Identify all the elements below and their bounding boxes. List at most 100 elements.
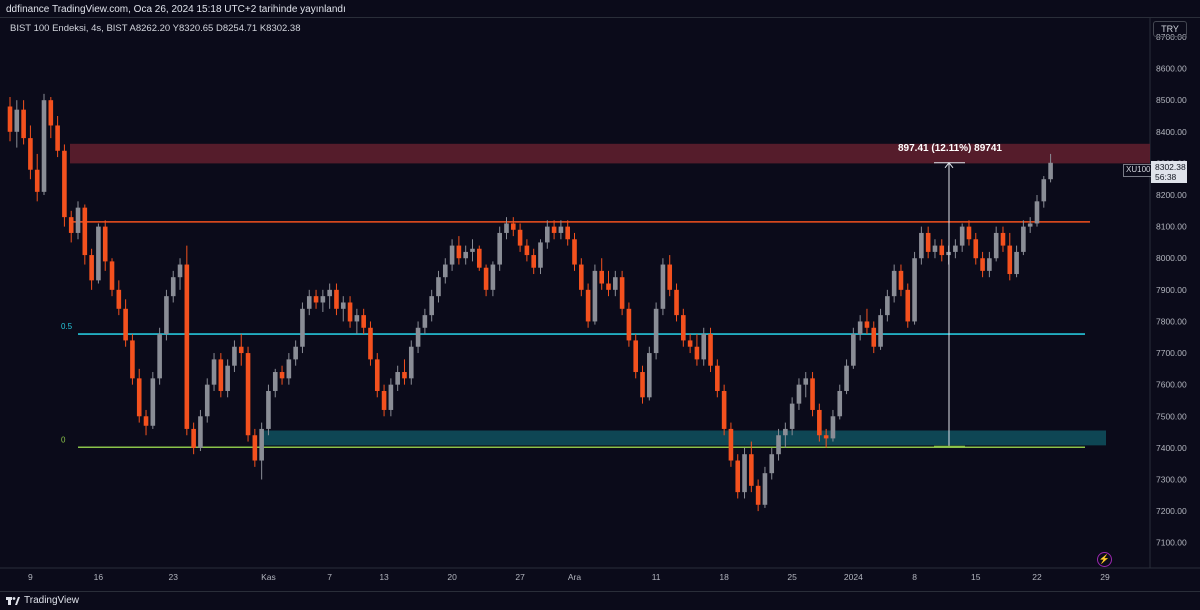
time-tick-label: 22 [1032, 572, 1042, 582]
candle [320, 289, 326, 312]
candle-body [340, 302, 346, 309]
candle-body [75, 207, 81, 233]
candle-body [742, 454, 747, 493]
candle-body [674, 289, 679, 316]
candle-body [279, 372, 285, 379]
candle [640, 365, 645, 404]
candle [606, 270, 611, 297]
candle [966, 220, 972, 246]
time-tick-label: 2024 [844, 572, 863, 582]
candle-body [708, 334, 713, 366]
time-tick-label: 23 [168, 572, 178, 582]
candle-body [116, 289, 122, 309]
candle-body [796, 384, 802, 404]
candle-body [783, 428, 788, 436]
footer: TradingView [0, 591, 1200, 610]
candle [728, 422, 734, 467]
candle-body [565, 226, 571, 240]
candle [449, 239, 455, 271]
candle [232, 340, 237, 373]
candle [898, 264, 904, 297]
current-price-label: 8302.38 56:38 [1151, 161, 1187, 183]
candle-body [89, 255, 94, 281]
candle [905, 283, 911, 328]
candle [919, 226, 924, 265]
candle [619, 270, 625, 316]
candle [368, 321, 373, 366]
price-tick-label: 8000.00 [1156, 253, 1187, 263]
candle-body [633, 340, 639, 373]
candle-body [150, 378, 156, 426]
measure-arrow-head [944, 161, 954, 169]
candle [830, 409, 836, 442]
candle-body [606, 283, 611, 290]
candle-body [626, 308, 632, 341]
candle [803, 372, 809, 398]
candle-body [334, 289, 339, 309]
candle-body [932, 245, 938, 252]
candle-body [476, 248, 482, 268]
price-tick-label: 7200.00 [1156, 506, 1187, 516]
candle [1021, 220, 1026, 256]
candle-body [252, 435, 258, 461]
candle [259, 422, 264, 480]
candle-body [980, 258, 985, 271]
candle-body [551, 226, 557, 233]
candle-body [1014, 251, 1019, 275]
candle [48, 97, 54, 139]
chart-frame[interactable] [0, 17, 1200, 592]
candle-body [538, 242, 543, 268]
tradingview-brand[interactable]: TradingView [6, 595, 79, 606]
candle [878, 308, 883, 350]
candle-body [259, 428, 264, 461]
candle [973, 232, 979, 265]
candle [912, 251, 917, 325]
candle [395, 365, 400, 391]
candle [143, 409, 149, 436]
candle [817, 403, 822, 442]
candle [470, 239, 475, 262]
candle-body [68, 217, 74, 233]
candle-body [34, 169, 40, 192]
candle-body [109, 261, 115, 290]
candle-body [157, 334, 162, 379]
candle [28, 125, 33, 180]
price-tick-label: 7400.00 [1156, 443, 1187, 453]
candle [408, 340, 414, 385]
candle-body [123, 308, 128, 341]
time-tick-label: 9 [28, 572, 33, 582]
candle-body [422, 315, 428, 328]
currency-button[interactable]: TRY [1153, 21, 1187, 37]
candle-body [993, 232, 999, 259]
candle-body [517, 229, 523, 246]
candle-body [374, 359, 380, 391]
candle [1027, 217, 1033, 233]
candle [266, 384, 271, 436]
candle-body [510, 223, 516, 230]
candle-body [136, 378, 142, 417]
candle [1014, 245, 1019, 278]
candle-body [687, 340, 693, 347]
candle [708, 327, 713, 373]
candle-body [524, 245, 530, 256]
candle [218, 353, 224, 398]
candle-body [755, 485, 761, 505]
candle [1041, 176, 1047, 208]
candle [959, 223, 965, 252]
lightning-icon[interactable]: ⚡ [1097, 552, 1112, 567]
candle [891, 264, 897, 303]
candle-body [293, 346, 298, 360]
price-tick-label: 7800.00 [1156, 316, 1187, 326]
time-tick-label: 29 [1100, 572, 1110, 582]
price-tick-label: 7300.00 [1156, 474, 1187, 484]
candle [374, 353, 380, 398]
candle-body [558, 226, 564, 233]
candle-body [483, 267, 489, 290]
candle-body [715, 365, 720, 391]
candle-body [96, 226, 101, 281]
candle-body [184, 264, 190, 429]
candle-body [803, 378, 809, 385]
candle [789, 397, 795, 436]
candle [89, 248, 94, 290]
